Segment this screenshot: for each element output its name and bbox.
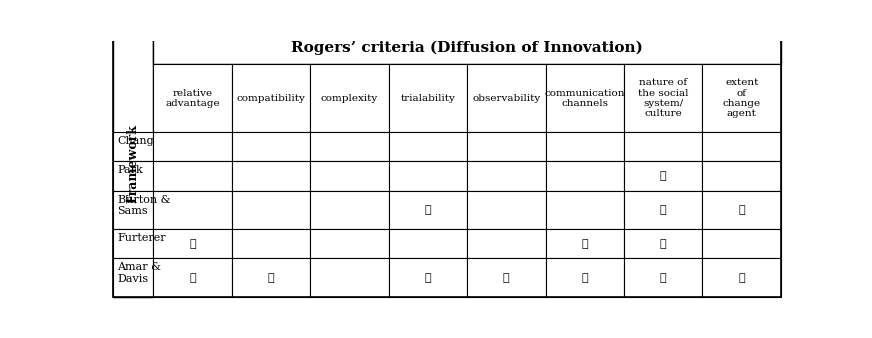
Bar bbox=[467, 259, 546, 297]
Bar bbox=[232, 259, 310, 297]
Bar bbox=[310, 229, 389, 259]
Text: ✓: ✓ bbox=[268, 273, 274, 283]
Text: Framework: Framework bbox=[126, 124, 140, 203]
Text: ✓: ✓ bbox=[189, 239, 195, 249]
Text: trialability: trialability bbox=[400, 94, 455, 103]
Bar bbox=[703, 259, 781, 297]
Text: ✓: ✓ bbox=[660, 171, 666, 181]
Text: ✓: ✓ bbox=[425, 205, 431, 215]
Text: ✓: ✓ bbox=[660, 239, 666, 249]
Text: Rogers’ criteria (Diffusion of Innovation): Rogers’ criteria (Diffusion of Innovatio… bbox=[291, 40, 643, 55]
Text: Amar &
Davis: Amar & Davis bbox=[118, 262, 161, 284]
Bar bbox=[546, 162, 624, 191]
Bar bbox=[467, 229, 546, 259]
Bar bbox=[232, 132, 310, 162]
Bar bbox=[112, 132, 153, 162]
Text: Burton &
Sams: Burton & Sams bbox=[118, 195, 170, 216]
Bar bbox=[153, 30, 781, 65]
Bar bbox=[546, 259, 624, 297]
Bar bbox=[546, 65, 624, 132]
Text: ✓: ✓ bbox=[739, 205, 745, 215]
Bar bbox=[467, 132, 546, 162]
Text: extent
of
change
agent: extent of change agent bbox=[723, 78, 760, 118]
Text: compatibility: compatibility bbox=[236, 94, 305, 103]
Bar bbox=[232, 162, 310, 191]
Bar bbox=[389, 191, 467, 229]
Bar bbox=[624, 259, 703, 297]
Bar bbox=[112, 162, 153, 191]
Bar bbox=[703, 132, 781, 162]
Text: Chang: Chang bbox=[118, 136, 154, 146]
Text: ✓: ✓ bbox=[503, 273, 509, 283]
Bar bbox=[703, 65, 781, 132]
Bar bbox=[310, 259, 389, 297]
Text: ✓: ✓ bbox=[660, 273, 666, 283]
Bar bbox=[624, 229, 703, 259]
Text: Furterer: Furterer bbox=[118, 233, 167, 243]
Bar bbox=[153, 132, 232, 162]
Text: nature of
the social
system/
culture: nature of the social system/ culture bbox=[638, 78, 689, 118]
Bar bbox=[703, 162, 781, 191]
Bar bbox=[232, 191, 310, 229]
Text: ✓: ✓ bbox=[739, 273, 745, 283]
Bar bbox=[310, 65, 389, 132]
Bar bbox=[153, 259, 232, 297]
Bar bbox=[310, 162, 389, 191]
Bar bbox=[624, 162, 703, 191]
Bar bbox=[389, 162, 467, 191]
Text: complexity: complexity bbox=[321, 94, 378, 103]
Text: relative
advantage: relative advantage bbox=[165, 89, 220, 108]
Text: ✓: ✓ bbox=[582, 273, 588, 283]
Bar bbox=[624, 65, 703, 132]
Bar bbox=[624, 132, 703, 162]
Bar bbox=[546, 191, 624, 229]
Bar bbox=[624, 191, 703, 229]
Bar bbox=[112, 259, 153, 297]
Bar bbox=[310, 191, 389, 229]
Bar bbox=[232, 65, 310, 132]
Bar bbox=[153, 191, 232, 229]
Text: ✓: ✓ bbox=[582, 239, 588, 249]
Bar bbox=[112, 30, 153, 297]
Bar bbox=[153, 229, 232, 259]
Bar bbox=[153, 162, 232, 191]
Text: ✓: ✓ bbox=[425, 273, 431, 283]
Bar bbox=[232, 229, 310, 259]
Bar bbox=[467, 162, 546, 191]
Bar bbox=[467, 65, 546, 132]
Text: Park: Park bbox=[118, 165, 143, 175]
Bar bbox=[112, 191, 153, 229]
Bar bbox=[112, 229, 153, 259]
Bar bbox=[389, 132, 467, 162]
Text: ✓: ✓ bbox=[660, 205, 666, 215]
Text: communication
channels: communication channels bbox=[544, 89, 625, 108]
Bar bbox=[310, 132, 389, 162]
Text: ✓: ✓ bbox=[189, 273, 195, 283]
Bar bbox=[389, 229, 467, 259]
Bar bbox=[703, 229, 781, 259]
Text: observability: observability bbox=[472, 94, 541, 103]
Bar bbox=[546, 132, 624, 162]
Bar bbox=[703, 191, 781, 229]
Bar bbox=[153, 65, 232, 132]
Bar bbox=[467, 191, 546, 229]
Bar bbox=[389, 259, 467, 297]
Bar bbox=[546, 229, 624, 259]
Bar bbox=[389, 65, 467, 132]
